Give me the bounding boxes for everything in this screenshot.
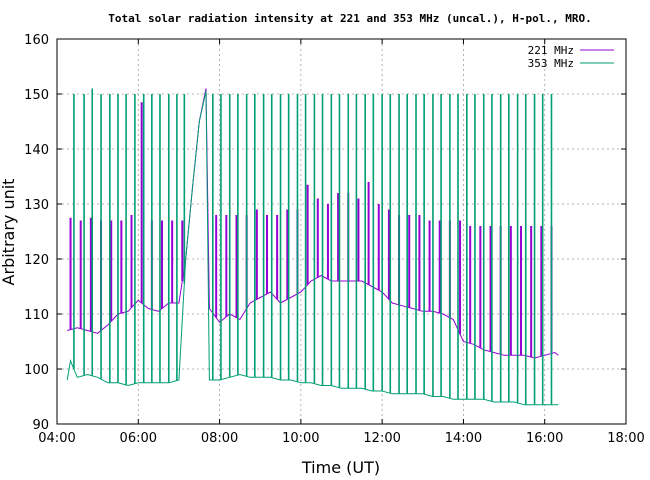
chart-title: Total solar radiation intensity at 221 a… bbox=[108, 12, 591, 25]
legend: 221 MHz 353 MHz bbox=[528, 44, 614, 70]
y-axis-label: Arbitrary unit bbox=[0, 179, 18, 286]
y-tick-label: 130 bbox=[24, 198, 49, 213]
series-line-353-mhz bbox=[66, 91, 559, 406]
series-layer bbox=[66, 88, 559, 406]
legend-label-221: 221 MHz bbox=[528, 44, 574, 57]
y-tick-label: 90 bbox=[32, 418, 49, 433]
x-tick-label: 08:00 bbox=[201, 431, 238, 446]
y-axis-ticks: 90 100 110 120 130 140 150 160 bbox=[24, 33, 626, 433]
x-tick-label: 14:00 bbox=[445, 431, 482, 446]
y-tick-label: 100 bbox=[24, 363, 49, 378]
y-tick-label: 150 bbox=[24, 88, 49, 103]
x-axis-ticks: 04:00 06:00 08:00 10:00 12:00 14:00 16:00 18:00 bbox=[38, 39, 645, 446]
legend-label-353: 353 MHz bbox=[528, 57, 574, 70]
y-tick-label: 120 bbox=[24, 253, 49, 268]
y-tick-label: 160 bbox=[24, 33, 49, 48]
x-axis-label: Time (UT) bbox=[301, 458, 380, 477]
x-tick-label: 12:00 bbox=[363, 431, 400, 446]
x-tick-label: 18:00 bbox=[607, 431, 644, 446]
x-tick-label: 04:00 bbox=[38, 431, 75, 446]
y-tick-label: 140 bbox=[24, 143, 49, 158]
x-tick-label: 10:00 bbox=[282, 431, 319, 446]
y-tick-label: 110 bbox=[24, 308, 49, 323]
plot-frame bbox=[56, 38, 627, 425]
x-tick-label: 06:00 bbox=[120, 431, 157, 446]
x-tick-label: 16:00 bbox=[526, 431, 563, 446]
